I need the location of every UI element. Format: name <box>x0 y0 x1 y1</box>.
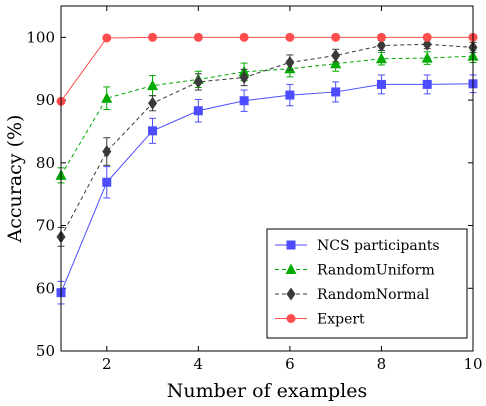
data-point <box>330 57 342 69</box>
data-point <box>331 32 341 42</box>
legend: NCS participants RandomUniform RandomNorma… <box>266 228 468 339</box>
legend-entry-ncs-participants: NCS participants <box>275 238 440 254</box>
series-line-expert <box>60 36 473 102</box>
y-tick-label: 50 <box>36 342 55 360</box>
y-tick-label: 70 <box>36 217 55 235</box>
data-point <box>285 90 295 100</box>
x-tick-label: 6 <box>285 355 295 373</box>
series-randomnormal <box>56 37 478 247</box>
data-point <box>376 39 386 53</box>
data-point <box>422 32 432 42</box>
legend-marker <box>286 287 296 301</box>
series-expert <box>56 32 478 106</box>
legend-entry-expert: Expert <box>275 312 365 328</box>
legend-marker <box>286 240 296 250</box>
series-line-randomnormal <box>60 43 474 238</box>
data-point <box>101 92 113 103</box>
x-tick-label: 2 <box>102 355 112 373</box>
data-point <box>102 33 112 43</box>
data-point <box>193 32 203 42</box>
series-line-randomuniform <box>60 55 474 176</box>
data-point <box>147 79 159 91</box>
y-tick-label: 80 <box>36 154 55 172</box>
plot-area-border <box>60 5 474 352</box>
data-point <box>148 126 158 136</box>
series-line-ncs-participants <box>60 83 474 293</box>
legend-box <box>266 228 468 339</box>
data-point <box>193 106 203 116</box>
legend-marker <box>286 314 296 323</box>
data-point <box>376 32 386 42</box>
legend-label: NCS participants <box>317 238 440 254</box>
y-tick-label: 100 <box>26 28 55 46</box>
data-point <box>375 52 387 64</box>
y-tick-label: 60 <box>36 279 55 297</box>
legend-label: RandomUniform <box>317 263 435 279</box>
legend-label: Expert <box>317 312 365 328</box>
legend-entry-randomuniform: RandomUniform <box>275 263 435 279</box>
data-point <box>148 32 158 42</box>
legend-marker <box>285 263 297 274</box>
legend-label: RandomNormal <box>317 287 430 303</box>
legend-entry-randomnormal: RandomNormal <box>275 287 430 303</box>
y-tick-label: 90 <box>36 91 55 109</box>
data-point <box>239 32 249 42</box>
data-point <box>102 145 112 159</box>
y-axis-label: Accuracy (%) <box>4 115 26 244</box>
x-tick-label: 8 <box>377 355 387 373</box>
data-point <box>148 96 158 110</box>
x-tick-label: 10 <box>463 355 482 373</box>
data-point <box>193 75 203 89</box>
data-point <box>422 79 432 89</box>
data-point <box>285 32 295 42</box>
data-point <box>239 71 249 85</box>
data-point <box>239 96 249 106</box>
x-tick-label: 4 <box>194 355 204 373</box>
data-point <box>421 52 433 63</box>
data-point <box>102 177 112 187</box>
data-point <box>376 79 386 89</box>
x-axis-label: Number of examples <box>167 380 367 402</box>
data-point <box>331 87 341 97</box>
data-point <box>331 49 341 63</box>
data-point <box>285 55 295 69</box>
